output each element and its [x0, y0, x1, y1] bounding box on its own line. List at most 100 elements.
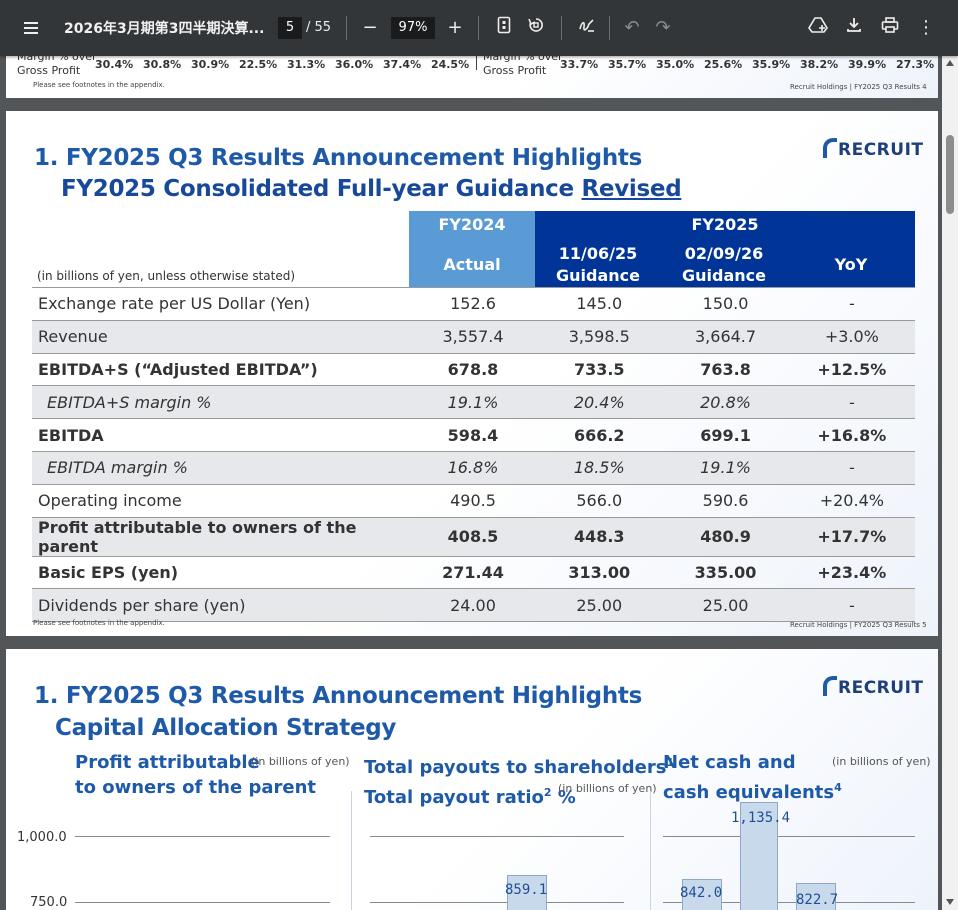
table-row: Exchange rate per US Dollar (Yen) 152.6 …: [32, 287, 915, 321]
guidance-nov-value: 313.00: [536, 556, 663, 590]
header-label: Guidance: [556, 266, 640, 285]
scroll-up-icon[interactable]: [946, 60, 954, 66]
yoy-value: +17.7%: [788, 517, 915, 557]
yoy-value: -: [788, 451, 915, 485]
margin-values-right: 33.7% 35.7% 35.0% 25.6% 35.9% 38.2% 39.9…: [560, 58, 935, 71]
yoy-value: +23.4%: [788, 556, 915, 590]
more-icon[interactable]: ⋮: [917, 17, 935, 38]
toolbar-divider: [478, 16, 479, 40]
zoom-out-icon[interactable]: −: [362, 17, 378, 38]
page-subtitle: Capital Allocation Strategy: [55, 715, 397, 741]
annotate-icon[interactable]: [575, 16, 599, 40]
toolbar-divider: [609, 16, 610, 40]
bar-value: 1,135.4: [731, 810, 791, 826]
bar-cash: [682, 879, 722, 910]
table-row: Profit attributable to owners of the par…: [32, 517, 915, 557]
bar-value: 842.0: [680, 885, 723, 901]
page-footer: Recruit Holdings | FY2025 Q3 Results 4: [790, 83, 927, 91]
recruit-logo: RECRUIT: [823, 138, 924, 160]
axis-label: 750.0: [30, 895, 68, 910]
gridline: [75, 836, 330, 837]
header-label: Actual: [443, 255, 501, 274]
guidance-feb-value: 335.00: [662, 556, 789, 590]
divider: [476, 56, 477, 70]
zoom-input[interactable]: 97%: [391, 17, 435, 39]
redo-icon[interactable]: ↷: [655, 17, 671, 38]
menu-icon[interactable]: [22, 18, 42, 38]
scroll-down-icon[interactable]: [946, 899, 954, 905]
header-fy2024: [409, 211, 535, 287]
page-subtitle: FY2025 Consolidated Full-year Guidance R…: [61, 176, 682, 202]
guidance-nov-value: 145.0: [536, 287, 663, 321]
yoy-value: +3.0%: [788, 320, 915, 354]
actual-value: 3,557.4: [409, 320, 537, 354]
pdf-toolbar: 2026年3月期第3四半期決算... 5 / 55 − 97% + ↶ ↷ ⋮: [0, 0, 958, 56]
guidance-feb-value: 20.8%: [662, 385, 789, 420]
footnote: Please see footnotes in the appendix.: [33, 81, 165, 89]
guidance-nov-value: 20.4%: [536, 385, 663, 420]
page-4: Margin % over Gross Profit 30.4% 30.8% 3…: [6, 50, 938, 98]
table-row: Basic EPS (yen) 271.44 313.00 335.00 +23…: [32, 556, 915, 590]
bar-value: 822.7: [796, 892, 839, 908]
column-divider: [650, 791, 651, 910]
row-label: Exchange rate per US Dollar (Yen): [32, 287, 410, 321]
row-label: Gross Profit: [483, 64, 547, 77]
guidance-feb-value: 3,664.7: [662, 320, 789, 354]
actual-value: 24.00: [409, 588, 537, 623]
undo-icon[interactable]: ↶: [624, 17, 640, 38]
guidance-nov-value: 448.3: [536, 517, 663, 557]
row-label: Profit attributable to owners of the par…: [32, 517, 410, 557]
guidance-feb-value: 25.00: [662, 588, 789, 623]
yoy-value: +16.8%: [788, 418, 915, 452]
guidance-nov-value: 25.00: [536, 588, 663, 623]
section-title-payouts: Total payouts to shareholders1 Total pay…: [364, 756, 675, 808]
guidance-feb-value: 590.6: [662, 484, 789, 518]
gridline: [370, 902, 624, 903]
page-title: 1. FY2025 Q3 Results Announcement Highli…: [34, 145, 642, 171]
actual-value: 152.6: [409, 287, 537, 321]
guidance-table: Exchange rate per US Dollar (Yen) 152.6 …: [32, 287, 915, 623]
print-icon[interactable]: [878, 16, 902, 40]
yoy-value: -: [788, 588, 915, 623]
page-number-input[interactable]: 5: [278, 17, 302, 39]
row-label: EBITDA+S margin %: [32, 385, 410, 420]
row-label: Operating income: [32, 484, 410, 518]
table-row: Dividends per share (yen) 24.00 25.00 25…: [32, 588, 915, 623]
section-title-profit: Profit attributable to owners of the par…: [75, 752, 317, 798]
header-fy2025: [535, 211, 915, 287]
rotate-icon[interactable]: [524, 16, 548, 40]
page-6: 1. FY2025 Q3 Results Announcement Highli…: [6, 649, 938, 910]
header-label: 02/09/26: [684, 244, 764, 263]
guidance-feb-value: 480.9: [662, 517, 789, 557]
vertical-scrollbar[interactable]: [942, 56, 958, 910]
page-5: 1. FY2025 Q3 Results Announcement Highli…: [6, 111, 938, 636]
scrollbar-thumb[interactable]: [946, 135, 954, 214]
toolbar-divider: [561, 16, 562, 40]
guidance-nov-value: 18.5%: [536, 451, 663, 485]
footnote: Please see footnotes in the appendix.: [33, 619, 165, 627]
toolbar-divider: [346, 16, 347, 40]
header-label: YoY: [834, 255, 868, 274]
guidance-nov-value: 733.5: [536, 353, 663, 387]
actual-value: 598.4: [409, 418, 537, 452]
actual-value: 271.44: [409, 556, 537, 590]
column-divider: [351, 791, 352, 910]
yoy-value: +20.4%: [788, 484, 915, 518]
guidance-feb-value: 763.8: [662, 353, 789, 387]
guidance-nov-value: 566.0: [536, 484, 663, 518]
gridline: [370, 836, 624, 837]
bar-cash: [796, 883, 836, 910]
table-row: Revenue 3,557.4 3,598.5 3,664.7 +3.0%: [32, 320, 915, 354]
header-label: 11/06/25: [558, 244, 638, 263]
units-note: (in billions of yen, unless otherwise st…: [37, 269, 296, 283]
header-label: FY2024: [438, 215, 506, 234]
fit-page-icon[interactable]: [492, 16, 516, 40]
zoom-in-icon[interactable]: +: [447, 17, 463, 38]
drive-icon[interactable]: [806, 16, 830, 40]
guidance-nov-value: 666.2: [536, 418, 663, 452]
margin-values-left: 30.4% 30.8% 30.9% 22.5% 31.3% 36.0% 37.4…: [95, 58, 470, 71]
revised-label: Revised: [581, 176, 682, 202]
table-row: EBITDA margin % 16.8% 18.5% 19.1% -: [32, 451, 915, 485]
row-label: EBITDA: [32, 418, 410, 452]
download-icon[interactable]: [842, 16, 866, 40]
